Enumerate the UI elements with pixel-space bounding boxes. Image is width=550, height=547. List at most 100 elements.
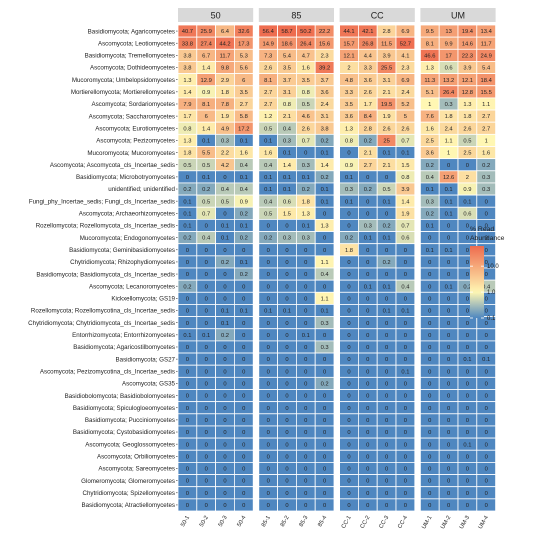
cell-value-label: 0.1 <box>264 175 272 181</box>
cell-value-label: 1.2 <box>264 114 272 120</box>
cell-value-label: 5.5 <box>202 151 210 157</box>
cell-value-label: 0.1 <box>221 236 229 242</box>
x-tick-label: CC-4 <box>397 514 409 529</box>
cell-value-label: 6.9 <box>401 78 409 84</box>
cell-value-label: 0.1 <box>283 309 291 315</box>
cell-value-label: 0 <box>267 333 270 339</box>
cell-value-label: 0 <box>485 467 488 473</box>
cell-value-label: 19.4 <box>462 29 474 35</box>
cell-value-label: 22.3 <box>462 53 473 59</box>
row-label: Basidiomycota; Agaricomycetes <box>88 28 175 35</box>
cell-value-label: 0 <box>447 163 450 169</box>
cell-value-label: 0 <box>323 211 326 217</box>
cell-value-label: 2.6 <box>302 126 310 132</box>
cell-value-label: 0 <box>242 442 245 448</box>
cell-value-label: 5.4 <box>283 53 292 59</box>
cell-value-label: 2.8 <box>364 126 372 132</box>
cell-value-label: 2.6 <box>463 126 471 132</box>
cell-value-label: 0 <box>428 442 431 448</box>
cell-value-label: 0.2 <box>240 236 248 242</box>
cell-value-label: 0.6 <box>401 236 409 242</box>
cell-value-label: 0 <box>447 479 450 485</box>
cell-value-label: 1.3 <box>321 224 329 230</box>
cell-value-label: 0 <box>466 272 469 278</box>
cell-value-label: 0.4 <box>264 199 273 205</box>
cell-value-label: 0 <box>285 406 288 412</box>
cell-value-label: 0 <box>485 236 488 242</box>
cell-value-label: 0 <box>304 503 307 509</box>
cell-value-label: 1.9 <box>221 114 229 120</box>
legend-title-line-1: % Read <box>470 226 494 233</box>
cell-value-label: 3.5 <box>240 90 248 96</box>
cell-value-label: 0 <box>347 382 350 388</box>
cell-value-label: 2.7 <box>364 163 372 169</box>
cell-value-label: 0 <box>323 284 326 290</box>
cell-value-label: 0 <box>404 357 407 363</box>
cell-value-label: 0 <box>385 369 388 375</box>
cell-value-label: 0 <box>242 467 245 473</box>
cell-value-label: 0 <box>428 418 431 424</box>
cell-value-label: 3.5 <box>302 78 310 84</box>
cell-value-label: 40.7 <box>182 29 193 35</box>
cell-value-label: 0 <box>223 272 226 278</box>
facet-strip <box>339 8 415 22</box>
cell-value-label: 0 <box>223 284 226 290</box>
cell-value-label: 0 <box>347 224 350 230</box>
cell-value-label: 0.1 <box>383 151 391 157</box>
cell-value-label: 52.7 <box>400 41 411 47</box>
cell-value-label: 0 <box>366 406 369 412</box>
cell-value-label: 0 <box>385 357 388 363</box>
cell-value-label: 0.1 <box>240 139 248 145</box>
row-label: Ascomycota; Dothideomycetes <box>90 65 175 72</box>
cell-value-label: 0 <box>466 394 469 400</box>
cell-value-label: 0 <box>186 491 189 497</box>
cell-value-label: 0 <box>347 479 350 485</box>
cell-value-label: 0 <box>304 394 307 400</box>
cell-value-label: 4.8 <box>345 78 353 84</box>
cell-value-label: 2.7 <box>264 90 272 96</box>
cell-value-label: 0 <box>205 284 208 290</box>
cell-value-label: 0.5 <box>463 139 471 145</box>
cell-value-label: 0 <box>428 272 431 278</box>
cell-value-label: 0 <box>428 382 431 388</box>
cell-value-label: 0.4 <box>240 187 249 193</box>
cell-value-label: 0.5 <box>183 163 191 169</box>
cell-value-label: 0.2 <box>240 272 248 278</box>
cell-value-label: 0 <box>404 296 407 302</box>
x-tick-label: 85-1 <box>261 515 272 528</box>
cell-value-label: 0 <box>242 418 245 424</box>
cell-value-label: 0 <box>404 503 407 509</box>
cell-value-label: 0 <box>347 260 350 266</box>
cell-value-label: 1.4 <box>283 163 292 169</box>
cell-value-label: 0.3 <box>426 199 434 205</box>
cell-value-label: 0 <box>466 321 469 327</box>
cell-value-label: 0 <box>485 260 488 266</box>
cell-value-label: 0 <box>285 454 288 460</box>
cell-value-label: 0 <box>404 321 407 327</box>
cell-value-label: 0.2 <box>264 236 272 242</box>
cell-value-label: 0.1 <box>183 333 191 339</box>
legend-colorbar <box>470 246 484 318</box>
cell-value-label: 0 <box>323 333 326 339</box>
row-label: Ascomycota; Archaeorhizomycetes <box>79 211 175 218</box>
cell-value-label: 3.9 <box>401 187 409 193</box>
cell-value-label: 0 <box>485 418 488 424</box>
cell-value-label: 0.1 <box>240 175 248 181</box>
cell-value-label: 3.3 <box>364 66 372 72</box>
cell-value-label: 0 <box>447 224 450 230</box>
cell-value-label: 0 <box>404 491 407 497</box>
cell-value-label: 3.7 <box>321 78 329 84</box>
cell-value-label: 4.4 <box>364 53 373 59</box>
cell-value-label: 0.1 <box>321 187 329 193</box>
cell-value-label: 1.4 <box>401 199 410 205</box>
cell-value-label: 0 <box>267 284 270 290</box>
cell-value-label: 2.1 <box>383 90 391 96</box>
cell-value-label: 0.7 <box>202 211 210 217</box>
cell-value-label: 3.6 <box>321 90 329 96</box>
cell-value-label: 0 <box>385 394 388 400</box>
cell-value-label: 0 <box>385 418 388 424</box>
cell-value-label: 0 <box>323 236 326 242</box>
x-tick-label: 50-4 <box>237 514 248 528</box>
cell-value-label: 0.1 <box>383 284 391 290</box>
cell-value-label: 1.6 <box>426 126 434 132</box>
